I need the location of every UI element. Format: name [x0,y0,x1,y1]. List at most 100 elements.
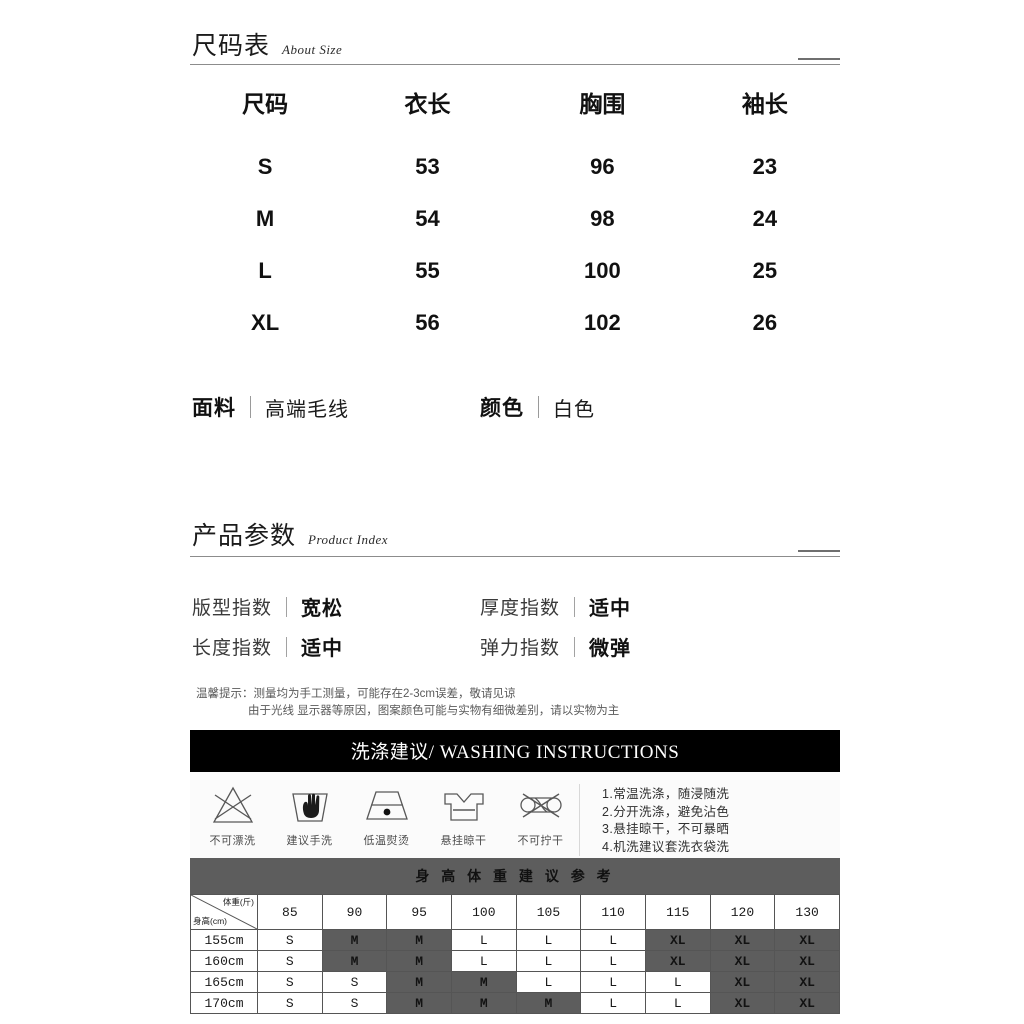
attribute-label: 颜色 [480,397,524,420]
weight-header-cell: 115 [644,894,711,930]
size-table-header-row: 尺码 衣长 胸围 袖长 [190,84,840,141]
index-label: 长度指数 [192,638,273,659]
weight-header-cell: 95 [386,894,452,930]
size-recommendation-cell: M [386,950,452,972]
size-recommendation-cell: L [580,950,646,972]
cell-length: 53 [415,154,440,179]
table-row: L 55 100 25 [190,245,840,297]
size-recommendation-cell: XL [644,929,711,951]
tip-line-1: 温馨提示：测量均为手工测量，可能存在2-3cm误差，敬请见谅 [196,688,516,700]
washing-icon-caption: 不可漂洗 [209,835,256,847]
weight-header-cell: 130 [774,894,840,930]
size-recommendation-cell: L [644,992,711,1014]
index-value: 微弹 [589,638,632,660]
index-value: 宽松 [301,598,344,620]
hand-wash-icon [291,793,328,822]
size-recommendation-cell: L [580,992,646,1014]
washing-icon-no-bleach: 不可漂洗 [198,784,268,848]
size-recommendation-cell: XL [774,950,840,972]
size-recommendation-cell: L [450,950,517,972]
height-weight-table: 体重(斤) 身高(cm) 85 90 95 100 105 110 115 120 130 155cm… [190,894,840,1014]
cell-size: M [255,206,275,231]
attribute-value: 高端毛线 [265,398,349,421]
index-separator [286,596,288,617]
washing-icon-caption: 低温熨烫 [363,835,410,847]
cell-sleeve: 25 [752,258,778,283]
size-recommendation-cell: M [515,992,582,1014]
washing-body: 不可漂洗 建议手洗 低温熨烫 [190,772,840,866]
size-recommendation-cell: XL [709,971,776,993]
size-heading-en: About Size [282,42,343,57]
hang-dry-icon [443,793,484,821]
divider-short-line [798,550,840,552]
index-item-thickness: 厚度指数 适中 [480,592,631,621]
size-recommendation-cell: S [257,971,323,993]
size-recommendation-cell: M [321,950,388,972]
index-section-divider [190,550,840,560]
weight-header-cell: 120 [709,894,776,930]
index-heading-zh: 产品参数 [192,522,297,550]
attribute-value: 白色 [553,398,595,421]
weight-header-cell: 105 [515,894,582,930]
attribute-label: 面料 [192,397,236,420]
index-label: 版型指数 [192,598,273,619]
height-header-cell: 160cm [190,950,258,972]
height-header-cell: 155cm [190,929,258,951]
washing-title: 洗涤建议/ WASHING INSTRUCTIONS [190,730,840,772]
list-item: 4.机洗建议套洗衣袋洗 [602,839,730,854]
height-header-cell: 165cm [190,971,258,993]
cell-size: S [257,154,273,179]
cell-bust: 100 [584,258,621,283]
cell-bust: 102 [584,310,621,335]
cell-length: 54 [415,206,440,231]
tip-line-2: 由于光线 显示器等原因，图案颜色可能与实物有细微差别，请以实物为主 [248,705,620,717]
index-separator [574,596,576,617]
size-recommendation-cell: XL [709,992,776,1014]
table-row: S 53 96 23 [190,141,840,193]
size-recommendation-cell: L [515,929,582,951]
attribute-separator [538,396,539,418]
weight-header-cell: 100 [450,894,517,930]
cell-length: 56 [415,310,440,335]
size-recommendation-cell: S [257,950,323,972]
weight-axis-label: 体重(斤) [222,897,254,907]
cell-size: XL [251,310,280,335]
divider-short-line [798,58,840,60]
low-temp-iron-icon [365,791,408,820]
no-wring-icon [519,793,562,818]
size-recommendation-cell: M [386,992,452,1014]
cell-sleeve: 23 [752,154,778,179]
axis-corner-cell: 体重(斤) 身高(cm) [190,894,258,930]
index-heading-en: Product Index [308,532,389,547]
table-row: 155cm S M M L L L XL XL XL [190,929,840,951]
list-item: 1.常温洗涤，随浸随洗 [602,787,730,801]
washing-rules-list: 1.常温洗涤，随浸随洗 2.分开洗涤，避免沾色 3.悬挂晾干，不可暴晒 4.机洗… [579,784,840,856]
size-table-col-sleeve: 袖长 [741,91,788,117]
size-recommendation-cell: XL [709,950,776,972]
size-recommendation-cell: S [321,992,388,1014]
size-recommendation-cell: S [321,971,388,993]
washing-instructions-block: 洗涤建议/ WASHING INSTRUCTIONS 不可漂洗 [190,730,840,866]
cell-sleeve: 24 [752,206,778,231]
weight-header-cell: 110 [580,894,646,930]
size-recommendation-cell: L [580,929,646,951]
size-section-heading: 尺码表 About Size [192,26,342,62]
diagonal-line-icon [191,895,257,929]
weight-header-cell: 90 [321,894,388,930]
cell-bust: 98 [590,206,615,231]
list-item: 3.悬挂晾干，不可暴晒 [602,822,730,836]
size-heading-zh: 尺码表 [192,32,271,60]
washing-icon-caption: 悬挂晾干 [440,835,487,847]
washing-icon-low-temp-iron: 低温熨烫 [352,784,422,848]
height-header-cell: 170cm [190,992,258,1014]
size-recommendation-cell: M [450,971,517,993]
height-weight-block: 身 高 体 重 建 议 参 考 体重(斤) 身高(cm) 85 90 95 100 105 1… [190,858,840,1014]
height-weight-header-row: 体重(斤) 身高(cm) 85 90 95 100 105 110 115 120 130 [190,894,840,930]
size-table-col-length: 衣长 [404,91,451,117]
index-value: 适中 [301,638,344,660]
size-table: 尺码 衣长 胸围 袖长 S 53 96 23 M 54 98 24 L 55 [190,84,840,349]
size-table-col-bust: 胸围 [579,91,626,117]
index-label: 厚度指数 [480,598,561,619]
index-separator [574,636,576,657]
